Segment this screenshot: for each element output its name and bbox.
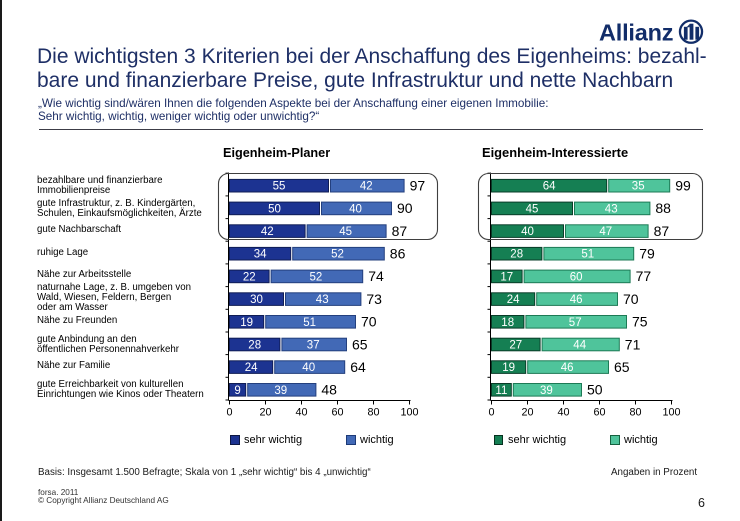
svg-text:0: 0 — [488, 407, 494, 419]
svg-text:55: 55 — [273, 181, 286, 193]
svg-text:70: 70 — [361, 314, 377, 330]
svg-text:40: 40 — [302, 362, 315, 374]
svg-text:60: 60 — [593, 407, 605, 419]
svg-text:46: 46 — [570, 294, 583, 306]
svg-text:24: 24 — [245, 362, 258, 374]
svg-text:52: 52 — [310, 271, 323, 283]
svg-text:22: 22 — [243, 271, 256, 283]
svg-text:28: 28 — [510, 249, 523, 261]
svg-text:99: 99 — [675, 178, 691, 194]
svg-text:18: 18 — [501, 317, 514, 329]
svg-text:20: 20 — [259, 407, 271, 419]
svg-text:51: 51 — [581, 249, 594, 261]
svg-text:100: 100 — [662, 407, 680, 419]
svg-text:19: 19 — [502, 362, 515, 374]
svg-text:50: 50 — [268, 203, 281, 215]
svg-text:71: 71 — [625, 336, 641, 352]
svg-text:17: 17 — [500, 271, 513, 283]
svg-text:19: 19 — [240, 317, 253, 329]
svg-text:51: 51 — [303, 317, 316, 329]
svg-text:11: 11 — [495, 385, 507, 397]
svg-text:80: 80 — [629, 407, 641, 419]
svg-text:70: 70 — [623, 291, 639, 307]
svg-text:50: 50 — [587, 382, 603, 398]
svg-text:0: 0 — [226, 407, 232, 419]
svg-text:45: 45 — [526, 203, 539, 215]
svg-text:74: 74 — [368, 268, 384, 284]
svg-text:39: 39 — [540, 385, 553, 397]
svg-text:40: 40 — [521, 226, 534, 238]
svg-text:57: 57 — [569, 317, 582, 329]
svg-text:20: 20 — [521, 407, 533, 419]
svg-text:30: 30 — [250, 294, 263, 306]
svg-text:42: 42 — [261, 226, 274, 238]
svg-text:27: 27 — [509, 340, 522, 352]
svg-text:48: 48 — [321, 382, 337, 398]
svg-text:42: 42 — [360, 181, 373, 193]
svg-text:100: 100 — [400, 407, 418, 419]
svg-text:75: 75 — [632, 314, 648, 330]
svg-text:87: 87 — [392, 223, 408, 239]
svg-text:39: 39 — [274, 385, 287, 397]
svg-text:Allianz: Allianz — [599, 19, 673, 45]
svg-text:86: 86 — [390, 246, 406, 262]
svg-text:60: 60 — [570, 271, 583, 283]
svg-text:80: 80 — [367, 407, 379, 419]
svg-text:34: 34 — [254, 249, 267, 261]
svg-text:24: 24 — [507, 294, 520, 306]
svg-text:46: 46 — [561, 362, 574, 374]
svg-text:37: 37 — [307, 340, 320, 352]
svg-text:79: 79 — [639, 246, 655, 262]
svg-text:43: 43 — [316, 294, 329, 306]
svg-text:52: 52 — [331, 249, 344, 261]
svg-text:64: 64 — [350, 359, 366, 375]
svg-text:40: 40 — [349, 203, 362, 215]
svg-text:44: 44 — [573, 340, 586, 352]
svg-text:9: 9 — [234, 385, 240, 397]
svg-text:65: 65 — [352, 336, 368, 352]
svg-text:97: 97 — [410, 178, 426, 194]
svg-text:45: 45 — [339, 226, 352, 238]
svg-text:40: 40 — [557, 407, 569, 419]
svg-text:90: 90 — [397, 200, 413, 216]
svg-text:28: 28 — [248, 340, 261, 352]
svg-text:40: 40 — [295, 407, 307, 419]
svg-text:88: 88 — [655, 200, 671, 216]
svg-text:73: 73 — [366, 291, 382, 307]
svg-text:43: 43 — [605, 203, 618, 215]
svg-text:77: 77 — [636, 268, 652, 284]
svg-text:65: 65 — [614, 359, 630, 375]
svg-text:47: 47 — [599, 226, 612, 238]
svg-text:60: 60 — [331, 407, 343, 419]
svg-text:64: 64 — [543, 181, 556, 193]
svg-text:35: 35 — [632, 181, 645, 193]
svg-text:87: 87 — [654, 223, 670, 239]
